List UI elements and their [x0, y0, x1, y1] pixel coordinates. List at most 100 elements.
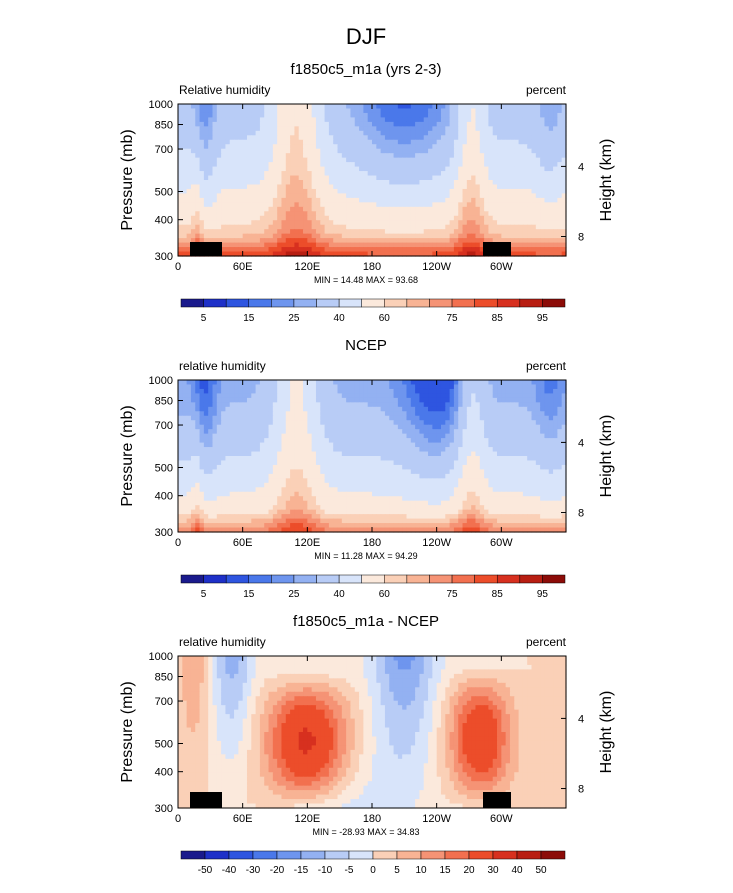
contour-cell	[527, 225, 532, 230]
contour-cell	[411, 184, 416, 189]
contour-cell	[368, 117, 373, 122]
contour-cell	[398, 158, 403, 163]
contour-cell	[195, 229, 200, 234]
contour-cell	[527, 149, 532, 154]
contour-cell	[238, 113, 243, 118]
contour-cell	[475, 220, 480, 225]
contour-cell	[441, 229, 446, 234]
contour-cell	[557, 184, 562, 189]
contour-cell	[294, 402, 299, 407]
contour-cell	[450, 407, 455, 412]
contour-cell	[260, 229, 265, 234]
contour-cell	[277, 389, 282, 394]
contour-cell	[450, 452, 455, 457]
contour-cell	[251, 393, 256, 398]
contour-cell	[549, 117, 554, 122]
contour-cell	[506, 202, 511, 207]
contour-cell	[523, 189, 528, 194]
contour-cell	[243, 104, 248, 109]
panel-title: NCEP	[345, 337, 387, 354]
contour-cell	[437, 465, 442, 470]
contour-cell	[394, 425, 399, 430]
contour-cell	[182, 389, 187, 394]
contour-cell	[230, 117, 235, 122]
contour-cell	[406, 135, 411, 140]
contour-cell	[381, 384, 386, 389]
contour-cell	[338, 447, 343, 452]
contour-cell	[467, 198, 472, 203]
colorbar-swatch	[317, 299, 340, 307]
contour-cell	[363, 198, 368, 203]
contour-cell	[389, 158, 394, 163]
contour-cell	[338, 416, 343, 421]
contour-cell	[506, 158, 511, 163]
contour-cell	[247, 198, 252, 203]
contour-cell	[303, 447, 308, 452]
contour-cell	[544, 384, 549, 389]
contour-cell	[281, 104, 286, 109]
contour-cell	[307, 425, 312, 430]
contour-cell	[475, 131, 480, 136]
contour-cell	[428, 176, 433, 181]
contour-cell	[445, 456, 450, 461]
contour-cell	[484, 167, 489, 172]
contour-cell	[230, 216, 235, 221]
contour-cell	[475, 202, 480, 207]
contour-cell	[372, 144, 377, 149]
contour-cell	[553, 398, 558, 403]
contour-cell	[178, 447, 183, 452]
contour-cell	[303, 216, 308, 221]
contour-cell	[221, 452, 226, 457]
contour-cell	[187, 113, 192, 118]
contour-cell	[191, 108, 196, 113]
contour-cell	[458, 456, 463, 461]
contour-cell	[510, 176, 515, 181]
contour-cell	[480, 411, 485, 416]
contour-cell	[294, 140, 299, 145]
contour-cell	[389, 171, 394, 176]
contour-cell	[264, 207, 269, 212]
contour-cell	[221, 434, 226, 439]
contour-cell	[475, 171, 480, 176]
contour-cell	[346, 469, 351, 474]
contour-cell	[269, 211, 274, 216]
contour-cell	[208, 131, 213, 136]
contour-cell	[225, 434, 230, 439]
contour-cell	[320, 407, 325, 412]
contour-cell	[411, 117, 416, 122]
contour-cell	[312, 469, 317, 474]
contour-cell	[411, 149, 416, 154]
contour-cell	[506, 180, 511, 185]
contour-cell	[402, 429, 407, 434]
contour-cell	[428, 460, 433, 465]
contour-cell	[191, 416, 196, 421]
contour-cell	[251, 411, 256, 416]
contour-cell	[549, 243, 554, 248]
contour-cell	[419, 384, 424, 389]
contour-cell	[312, 380, 317, 385]
contour-cell	[195, 456, 200, 461]
contour-cell	[260, 425, 265, 430]
x-tick-label: 0	[175, 261, 181, 273]
contour-cell	[406, 104, 411, 109]
contour-cell	[281, 465, 286, 470]
contour-cell	[432, 180, 437, 185]
contour-cell	[385, 180, 390, 185]
contour-cell	[355, 144, 360, 149]
contour-cell	[488, 429, 493, 434]
contour-cell	[333, 216, 338, 221]
contour-cell	[182, 207, 187, 212]
contour-cell	[471, 443, 476, 448]
contour-cell	[329, 162, 334, 167]
contour-cell	[493, 135, 498, 140]
contour-cell	[402, 447, 407, 452]
colorbar-swatch	[520, 299, 543, 307]
contour-cell	[273, 234, 278, 239]
contour-cell	[368, 434, 373, 439]
contour-cell	[221, 411, 226, 416]
contour-cell	[221, 104, 226, 109]
contour-cell	[376, 456, 381, 461]
contour-cell	[187, 447, 192, 452]
contour-cell	[221, 456, 226, 461]
contour-cell	[553, 144, 558, 149]
